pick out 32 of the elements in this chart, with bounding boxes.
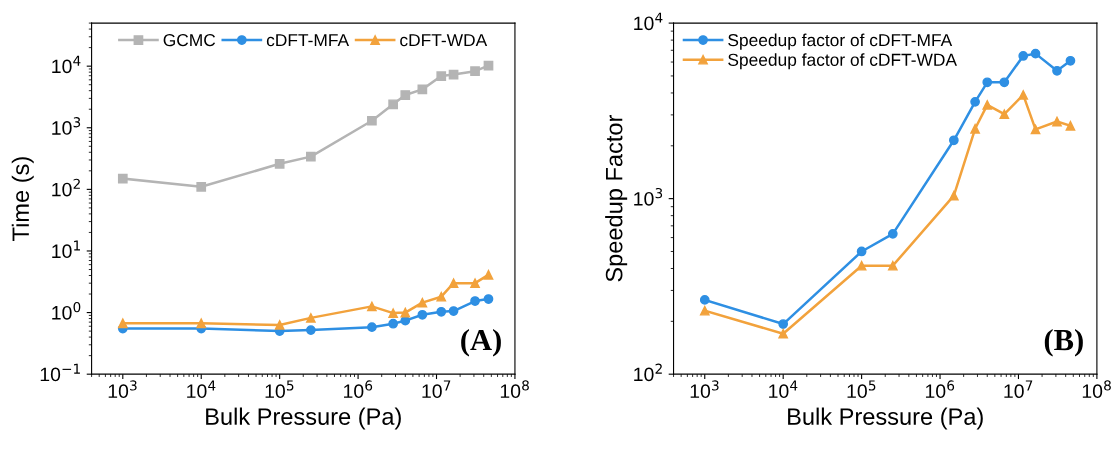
x-tick-label: 10$^{8}$ — [1082, 380, 1111, 399]
y-tick-label: 10$^{2}$ — [52, 178, 80, 197]
x-tick-label: 10$^{8}$ — [500, 380, 529, 399]
x-tick-label: 10$^{5}$ — [847, 380, 876, 399]
x-tick-label: 10$^{7}$ — [1004, 380, 1033, 399]
y-tick-label: 10$^{4}$ — [52, 55, 81, 74]
y-tick-label: 10$^{1}$ — [52, 240, 80, 259]
x-tick-label: 10$^{3}$ — [690, 380, 719, 399]
y-tick-label: 10$^{3}$ — [634, 187, 663, 206]
y-tick-label: 10$^{−1}$ — [40, 363, 80, 382]
x-axis-title: Bulk Pressure (Pa) — [206, 407, 401, 430]
y-axis-title: Speedup Factor — [605, 115, 628, 282]
x-tick-label: 10$^{4}$ — [769, 380, 798, 399]
x-axis-title: Bulk Pressure (Pa) — [788, 407, 983, 430]
y-tick-label: 10$^{4}$ — [634, 12, 663, 31]
y-tick-label: 10$^{2}$ — [634, 363, 662, 382]
x-tick-label: 10$^{5}$ — [265, 380, 294, 399]
x-tick-label: 10$^{7}$ — [422, 380, 451, 399]
annotation: (A) — [461, 328, 501, 357]
y-tick-label: 10$^{3}$ — [52, 117, 81, 135]
annotation: (B) — [1044, 328, 1083, 357]
x-tick-label: 10$^{4}$ — [187, 380, 216, 399]
x-tick-label: 10$^{6}$ — [925, 380, 955, 399]
legend-label: GCMC — [163, 33, 216, 47]
legend-label: cDFT-MFA — [266, 34, 350, 47]
legend-label: Speedup factor of cDFT-MFA — [728, 33, 953, 50]
x-tick-label: 10$^{6}$ — [344, 380, 373, 399]
legend-label: cDFT-WDA — [400, 34, 488, 47]
legend-label: Speedup factor of cDFT-WDA — [728, 53, 957, 70]
x-tick-label: 10$^{3}$ — [108, 380, 137, 399]
y-axis-title: Time (s) — [11, 157, 34, 241]
y-tick-label: 10$^{0}$ — [52, 301, 81, 320]
